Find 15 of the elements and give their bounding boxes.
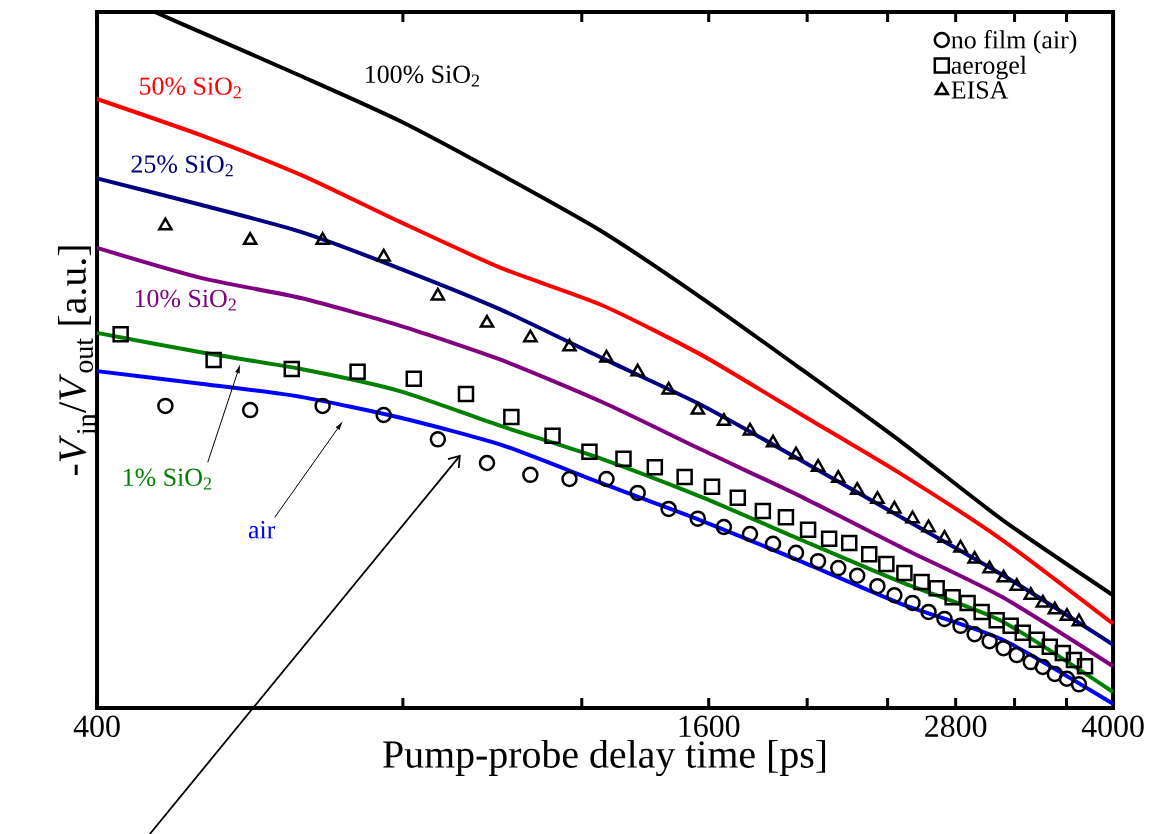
x-tick-label: 1600 (679, 715, 740, 738)
text: 1% SiO$_{2}$ (123, 468, 212, 490)
legend-label: EISA (951, 81, 1009, 99)
series-label: 10% SiO$_{2}$ (135, 289, 236, 311)
series-label: 25% SiO$_{2}$ (131, 155, 233, 177)
text: air (248, 521, 276, 539)
y-axis-title: -V$_{in}$/V$_{out}$ [a.u.] (57, 246, 96, 476)
legend-label: aerogel (951, 55, 1027, 80)
series-label: 100% SiO$_{2}$ (366, 65, 480, 87)
x-tick-label: 400 (73, 715, 120, 738)
x-tick-label: 2800 (925, 715, 987, 738)
x-tick-label: 4000 (1081, 715, 1144, 738)
legend-label: no film (air) (951, 30, 1077, 54)
x-axis-title: Pump-probe delay time [ps] (383, 739, 826, 777)
series-label: 50% SiO$_{2}$ (140, 77, 241, 99)
